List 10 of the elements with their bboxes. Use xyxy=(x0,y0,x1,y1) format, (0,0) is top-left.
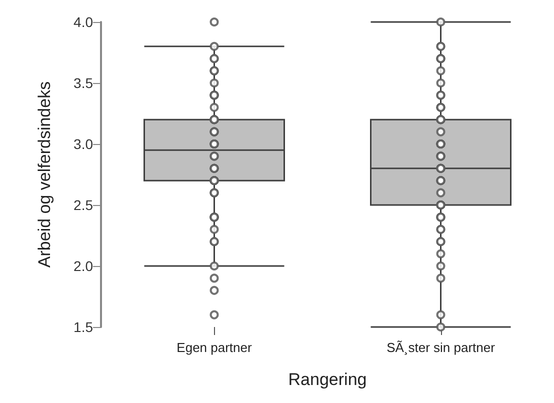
y-tick-label: 2.0 xyxy=(74,258,94,274)
y-tick-label: 3.5 xyxy=(74,75,94,91)
y-tick-label: 3.0 xyxy=(74,136,94,152)
x-tick-label: Egen partner xyxy=(176,340,252,355)
x-axis-title: Rangering xyxy=(288,370,367,389)
y-tick-label: 2.5 xyxy=(74,197,94,213)
x-tick-label: SÃ¸ster sin partner xyxy=(386,340,496,355)
y-tick-label: 1.5 xyxy=(74,319,94,335)
y-axis-title: Arbeid og velferdsindeks xyxy=(35,81,54,268)
y-tick-label: 4.0 xyxy=(74,14,94,30)
